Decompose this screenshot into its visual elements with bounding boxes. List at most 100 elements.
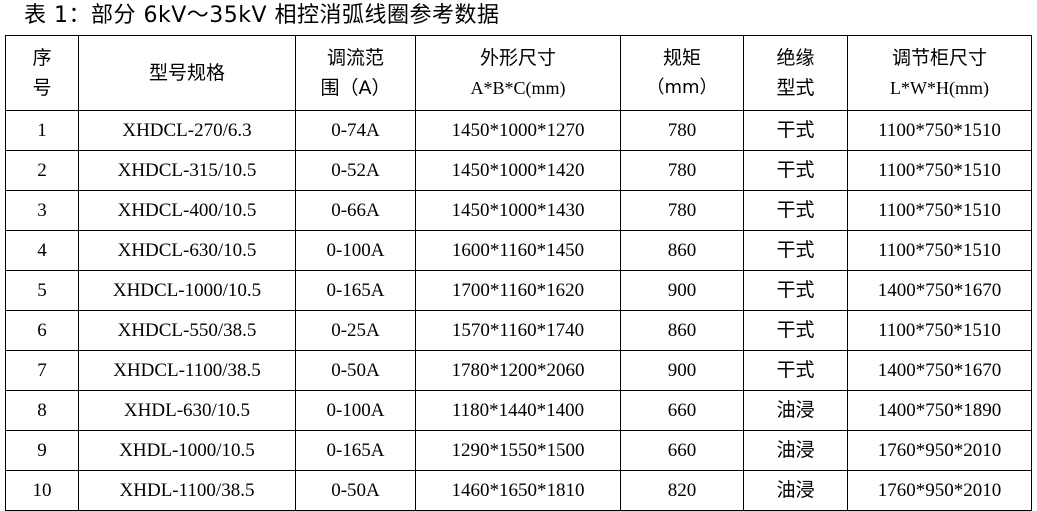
- cell-gauge: 780: [620, 150, 744, 191]
- table-row: 6 XHDCL-550/38.5 0-25A 1570*1160*1740 860 干式 1…: [5, 310, 1032, 351]
- cell-cabinet: 1100*750*1510: [847, 190, 1032, 231]
- cell-insulation: 干式: [743, 230, 848, 271]
- column-header-model: 型号规格: [78, 35, 296, 111]
- cell-cabinet: 1100*750*1510: [847, 150, 1032, 191]
- cell-cabinet: 1760*950*2010: [847, 470, 1032, 511]
- column-header-dimension: 外形尺寸 A*B*C(mm): [415, 35, 621, 111]
- cell-dimension: 1450*1000*1430: [415, 190, 621, 231]
- cell-dimension: 1450*1000*1420: [415, 150, 621, 191]
- cell-insulation: 干式: [743, 110, 848, 151]
- cell-index: 3: [5, 190, 79, 231]
- cell-range: 0-165A: [295, 270, 416, 311]
- cell-insulation: 干式: [743, 270, 848, 311]
- cell-gauge: 860: [620, 310, 744, 351]
- column-header-index-line1: 序: [32, 47, 52, 69]
- column-header-dimension-line2: A*B*C(mm): [470, 78, 566, 98]
- cell-model: XHDCL-1100/38.5: [78, 350, 296, 391]
- cell-dimension: 1290*1550*1500: [415, 430, 621, 471]
- cell-cabinet: 1400*750*1670: [847, 270, 1032, 311]
- column-header-cabinet-line2: L*W*H(mm): [890, 78, 989, 98]
- cell-cabinet: 1400*750*1890: [847, 390, 1032, 431]
- cell-gauge: 660: [620, 390, 744, 431]
- header-row: 序 号 型号规格 调流范 围（A） 外形尺寸 A*B*C(mm) 规矩 （mm）: [5, 35, 1032, 111]
- cell-dimension: 1450*1000*1270: [415, 110, 621, 151]
- cell-range: 0-25A: [295, 310, 416, 351]
- column-header-gauge-line1: 规矩: [662, 47, 701, 69]
- cell-dimension: 1460*1650*1810: [415, 470, 621, 511]
- cell-index: 10: [5, 470, 79, 511]
- table-row: 9 XHDL-1000/10.5 0-165A 1290*1550*1500 660 油浸…: [5, 430, 1032, 471]
- cell-gauge: 780: [620, 110, 744, 151]
- table-row: 5 XHDCL-1000/10.5 0-165A 1700*1160*1620 900 干…: [5, 270, 1032, 311]
- table-row: 2 XHDCL-315/10.5 0-52A 1450*1000*1420 780 干式 1…: [5, 150, 1032, 191]
- cell-index: 4: [5, 230, 79, 271]
- cell-index: 9: [5, 430, 79, 471]
- cell-model: XHDCL-315/10.5: [78, 150, 296, 191]
- cell-model: XHDCL-550/38.5: [78, 310, 296, 351]
- cell-range: 0-52A: [295, 150, 416, 191]
- cell-dimension: 1600*1160*1450: [415, 230, 621, 271]
- table-row: 1 XHDCL-270/6.3 0-74A 1450*1000*1270 780 干式 11…: [5, 110, 1032, 151]
- cell-range: 0-66A: [295, 190, 416, 231]
- table-row: 4 XHDCL-630/10.5 0-100A 1600*1160*1450 860 干式…: [5, 230, 1032, 271]
- table-caption: 表 1：部分 6kV～35kV 相控消弧线圈参考数据: [24, 3, 500, 28]
- cell-cabinet: 1760*950*2010: [847, 430, 1032, 471]
- table-header: 序 号 型号规格 调流范 围（A） 外形尺寸 A*B*C(mm) 规矩 （mm）: [5, 35, 1032, 111]
- cell-insulation: 干式: [743, 310, 848, 351]
- table-row: 8 XHDL-630/10.5 0-100A 1180*1440*1400 660 油浸 1…: [5, 390, 1032, 431]
- cell-range: 0-100A: [295, 390, 416, 431]
- cell-index: 5: [5, 270, 79, 311]
- cell-index: 7: [5, 350, 79, 391]
- cell-dimension: 1180*1440*1400: [415, 390, 621, 431]
- cell-dimension: 1570*1160*1740: [415, 310, 621, 351]
- cell-gauge: 900: [620, 270, 744, 311]
- column-header-cabinet-line1: 调节柜尺寸: [891, 47, 987, 69]
- cell-model: XHDCL-270/6.3: [78, 110, 296, 151]
- cell-gauge: 900: [620, 350, 744, 391]
- column-header-insulation-line1: 绝缘: [776, 47, 815, 69]
- cell-range: 0-100A: [295, 230, 416, 271]
- cell-index: 8: [5, 390, 79, 431]
- cell-insulation: 干式: [743, 150, 848, 191]
- table-row: 3 XHDCL-400/10.5 0-66A 1450*1000*1430 780 干式 1…: [5, 190, 1032, 231]
- column-header-range-line1: 调流范: [326, 47, 384, 69]
- cell-insulation: 油浸: [743, 390, 848, 431]
- cell-range: 0-74A: [295, 110, 416, 151]
- column-header-range: 调流范 围（A）: [295, 35, 416, 111]
- cell-dimension: 1780*1200*2060: [415, 350, 621, 391]
- table-body: 1 XHDCL-270/6.3 0-74A 1450*1000*1270 780 干式 11…: [5, 110, 1032, 511]
- cell-index: 1: [5, 110, 79, 151]
- cell-insulation: 油浸: [743, 470, 848, 511]
- specification-table: 序 号 型号规格 调流范 围（A） 外形尺寸 A*B*C(mm) 规矩 （mm）: [5, 35, 1032, 511]
- cell-gauge: 820: [620, 470, 744, 511]
- column-header-cabinet: 调节柜尺寸 L*W*H(mm): [847, 35, 1032, 111]
- cell-cabinet: 1400*750*1670: [847, 350, 1032, 391]
- cell-cabinet: 1100*750*1510: [847, 310, 1032, 351]
- cell-dimension: 1700*1160*1620: [415, 270, 621, 311]
- cell-gauge: 860: [620, 230, 744, 271]
- cell-range: 0-165A: [295, 430, 416, 471]
- cell-model: XHDL-1100/38.5: [78, 470, 296, 511]
- column-header-insulation: 绝缘 型式: [743, 35, 848, 111]
- column-header-model-line1: 型号规格: [148, 62, 225, 84]
- cell-range: 0-50A: [295, 350, 416, 391]
- column-header-dimension-line1: 外形尺寸: [479, 47, 556, 69]
- column-header-gauge: 规矩 （mm）: [620, 35, 744, 111]
- cell-model: XHDL-1000/10.5: [78, 430, 296, 471]
- cell-model: XHDCL-630/10.5: [78, 230, 296, 271]
- column-header-range-line2: 围（A）: [320, 77, 391, 99]
- cell-index: 6: [5, 310, 79, 351]
- column-header-gauge-line2: （mm）: [646, 77, 718, 98]
- table-row: 7 XHDCL-1100/38.5 0-50A 1780*1200*2060 900 干式…: [5, 350, 1032, 391]
- cell-model: XHDL-630/10.5: [78, 390, 296, 431]
- cell-model: XHDCL-1000/10.5: [78, 270, 296, 311]
- cell-range: 0-50A: [295, 470, 416, 511]
- column-header-index-line2: 号: [32, 77, 52, 99]
- cell-gauge: 780: [620, 190, 744, 231]
- cell-insulation: 干式: [743, 350, 848, 391]
- cell-gauge: 660: [620, 430, 744, 471]
- cell-cabinet: 1100*750*1510: [847, 110, 1032, 151]
- cell-insulation: 干式: [743, 190, 848, 231]
- cell-index: 2: [5, 150, 79, 191]
